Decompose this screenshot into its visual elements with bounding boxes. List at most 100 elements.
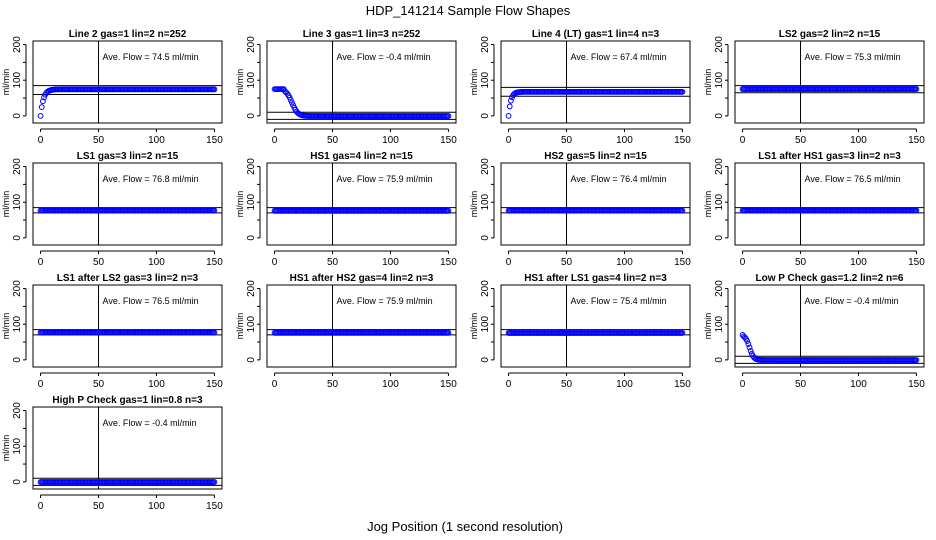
y-axis-label: ml/min	[1, 69, 11, 96]
x-tick-label: 100	[616, 135, 633, 146]
x-tick-label: 150	[206, 135, 223, 146]
y-tick-label: 200	[246, 158, 257, 175]
plot-frame	[266, 284, 457, 368]
x-tick-label: 0	[38, 257, 44, 268]
data-point	[211, 207, 218, 214]
y-tick-label: 200	[12, 402, 23, 419]
y-tick-label: 100	[246, 71, 257, 88]
chart-panel: Low P Check gas=1.2 lin=2 n=6 0 100 200 ml/m…	[703, 273, 925, 390]
y-axis-label: ml/min	[235, 313, 245, 340]
y-axis-label: ml/min	[1, 191, 11, 218]
average-flow-annotation: Ave. Flow = 75.9 ml/min	[337, 296, 433, 306]
panel-title: LS1 after LS2 gas=3 lin=2 n=3	[57, 273, 199, 284]
data-series	[271, 329, 452, 336]
y-tick-label: 100	[246, 193, 257, 210]
x-tick-label: 50	[327, 257, 339, 268]
data-point	[445, 329, 452, 336]
data-point	[39, 98, 46, 105]
y-tick-label: 0	[714, 357, 725, 363]
x-tick-label: 50	[561, 379, 573, 390]
data-point	[913, 86, 920, 92]
data-series	[37, 479, 218, 485]
y-tick-label: 0	[246, 235, 257, 241]
data-point	[41, 94, 47, 101]
plot-frame	[32, 406, 223, 490]
chart-panel: LS1 after HS1 gas=3 lin=2 n=3 0 100 200 ml/m…	[703, 151, 925, 268]
chart-panel: Line 4 (LT) gas=1 lin=4 n=3 0 100 200 ml/min…	[469, 29, 691, 146]
plot-frame	[32, 284, 223, 368]
x-tick-label: 150	[908, 379, 925, 390]
plot-frame	[500, 40, 691, 124]
plot-frame	[32, 40, 223, 124]
data-point	[679, 207, 686, 214]
chart-panel: HS1 gas=4 lin=2 n=15 0 100 200 ml/min 0 50 100 1…	[235, 151, 457, 268]
x-tick-label: 150	[674, 135, 691, 146]
data-series	[505, 330, 686, 336]
panel-title: HS1 gas=4 lin=2 n=15	[310, 151, 413, 162]
plot-frame	[266, 162, 457, 246]
x-tick-label: 50	[795, 135, 807, 146]
x-tick-label: 50	[93, 135, 105, 146]
y-axis-label: ml/min	[469, 69, 479, 96]
y-tick-label: 100	[12, 315, 23, 332]
data-point	[746, 344, 753, 351]
y-tick-label: 200	[480, 36, 491, 53]
x-tick-label: 100	[616, 257, 633, 268]
y-tick-label: 100	[714, 193, 725, 210]
y-tick-label: 100	[714, 315, 725, 332]
average-flow-annotation: Ave. Flow = 76.8 ml/min	[103, 174, 199, 184]
average-flow-annotation: Ave. Flow = 75.4 ml/min	[571, 296, 667, 306]
x-tick-label: 100	[850, 135, 867, 146]
panel-title: Line 4 (LT) gas=1 lin=4 n=3	[532, 29, 660, 40]
data-point	[507, 97, 514, 104]
y-tick-label: 0	[480, 235, 491, 241]
data-point	[289, 99, 295, 106]
y-axis-label: ml/min	[235, 69, 245, 96]
data-point	[505, 112, 512, 119]
plot-frame	[500, 162, 691, 246]
y-tick-label: 200	[714, 36, 725, 53]
y-tick-label: 200	[12, 36, 23, 53]
x-tick-label: 0	[38, 135, 44, 146]
x-tick-label: 50	[93, 501, 105, 512]
chart-panel: HS1 after LS1 gas=4 lin=2 n=3 0 100 200 ml/m…	[469, 273, 691, 390]
x-tick-label: 150	[674, 379, 691, 390]
y-axis-label: ml/min	[1, 313, 11, 340]
x-tick-label: 0	[740, 257, 746, 268]
plot-frame	[734, 162, 925, 246]
y-tick-label: 0	[12, 113, 23, 119]
average-flow-annotation: Ave. Flow = 67.4 ml/min	[571, 52, 667, 62]
x-tick-label: 0	[38, 379, 44, 390]
average-flow-annotation: Ave. Flow = -0.4 ml/min	[805, 296, 899, 306]
data-point	[287, 97, 294, 103]
y-tick-label: 100	[12, 193, 23, 210]
data-point	[445, 207, 452, 214]
panel-title: HS1 after LS1 gas=4 lin=2 n=3	[524, 273, 667, 284]
x-tick-label: 100	[850, 257, 867, 268]
y-tick-label: 200	[714, 280, 725, 297]
x-tick-label: 50	[561, 257, 573, 268]
figure-title: HDP_141214 Sample Flow Shapes	[366, 3, 571, 18]
chart-panel: High P Check gas=1 lin=0.8 n=3 0 100 200 ml/…	[1, 395, 223, 512]
chart-panel: LS2 gas=2 lin=2 n=15 0 100 200 ml/min 0 50 100 1…	[703, 29, 925, 146]
average-flow-annotation: Ave. Flow = -0.4 ml/min	[337, 52, 431, 62]
data-series	[271, 207, 452, 214]
x-tick-label: 0	[740, 135, 746, 146]
plot-frame	[734, 40, 925, 124]
data-point	[679, 88, 686, 95]
y-tick-label: 100	[480, 315, 491, 332]
y-tick-label: 200	[714, 158, 725, 175]
x-tick-label: 100	[850, 379, 867, 390]
data-point	[211, 329, 218, 336]
x-tick-label: 0	[506, 379, 512, 390]
y-tick-label: 200	[12, 158, 23, 175]
x-tick-label: 0	[506, 135, 512, 146]
x-tick-label: 50	[795, 257, 807, 268]
x-tick-label: 50	[561, 135, 573, 146]
y-tick-label: 0	[480, 113, 491, 119]
panel-title: LS1 gas=3 lin=2 n=15	[77, 151, 179, 162]
y-tick-label: 0	[246, 113, 257, 119]
y-tick-label: 0	[246, 357, 257, 363]
x-tick-label: 150	[206, 379, 223, 390]
y-tick-label: 100	[12, 71, 23, 88]
